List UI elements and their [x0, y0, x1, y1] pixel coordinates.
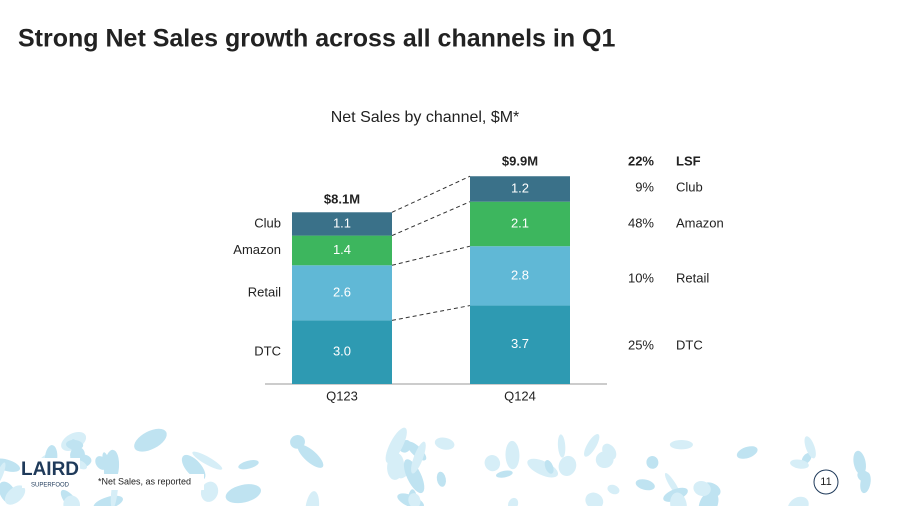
leaf — [853, 450, 866, 475]
growth-value: 10% — [628, 270, 654, 285]
series-label: Amazon — [233, 242, 281, 257]
leaf — [411, 441, 426, 474]
leaf — [297, 444, 324, 468]
leaf — [93, 495, 123, 506]
leaf — [693, 480, 711, 497]
leaf — [860, 472, 871, 494]
leaf — [698, 491, 719, 506]
series-label: DTC — [254, 344, 281, 359]
bar-segment — [470, 201, 570, 247]
logo-bg — [22, 458, 80, 488]
leaf — [585, 492, 604, 506]
logo: LAIRD — [21, 459, 79, 480]
leaf — [134, 428, 167, 452]
leaf — [496, 470, 513, 478]
chart-title: Net Sales by channel, $M* — [331, 109, 520, 126]
bar-segment — [292, 265, 392, 321]
growth-value: 9% — [635, 179, 654, 194]
leaf — [670, 492, 687, 506]
leaf — [557, 434, 566, 458]
connector — [391, 305, 471, 321]
leaf — [238, 460, 259, 470]
growth-label: LSF — [676, 153, 701, 168]
leaf — [4, 485, 26, 505]
data-label: 1.4 — [333, 242, 351, 257]
page-badge — [813, 469, 839, 495]
bar-segment — [470, 305, 570, 384]
bar-segment — [470, 246, 570, 306]
leaf — [505, 440, 520, 470]
leaf — [408, 493, 421, 506]
leaf — [736, 446, 758, 459]
bar-segment — [292, 212, 392, 236]
series-label: Club — [254, 215, 281, 230]
bar-segment — [292, 320, 392, 384]
footnote: *Net Sales, as reported — [98, 476, 191, 486]
leaf — [584, 434, 600, 457]
leaf — [181, 454, 206, 481]
x-tick-label: Q123 — [326, 388, 358, 403]
series-label: Retail — [248, 284, 281, 299]
leaf — [635, 479, 655, 491]
leaf — [602, 443, 617, 460]
data-label: 2.1 — [511, 215, 529, 230]
leaf — [558, 455, 577, 477]
leaf — [305, 491, 320, 506]
leaf — [436, 471, 446, 487]
growth-label: Retail — [676, 270, 709, 285]
connector — [391, 201, 471, 237]
leaf — [385, 427, 407, 463]
leaf — [790, 459, 809, 469]
leaf — [669, 439, 693, 450]
leaf — [527, 458, 559, 478]
data-label: 3.7 — [511, 336, 529, 351]
footnote-bg — [92, 474, 204, 490]
growth-value: 22% — [628, 153, 654, 168]
page-number: 11 — [820, 476, 831, 488]
connector — [391, 245, 471, 266]
leaf — [484, 455, 501, 472]
leaf — [225, 484, 261, 504]
leaf — [403, 459, 425, 494]
connector — [391, 175, 471, 213]
leaf — [508, 497, 519, 506]
logo-sub: SUPERFOOD — [31, 483, 70, 489]
leaf — [607, 484, 620, 495]
leaf — [787, 496, 809, 506]
growth-label: DTC — [676, 337, 703, 352]
leaf — [434, 437, 455, 450]
bar-segment — [292, 235, 392, 266]
total-label: $9.9M — [502, 154, 538, 169]
leaf — [95, 456, 108, 470]
growth-label: Amazon — [676, 215, 724, 230]
leaf-decoration — [0, 427, 871, 506]
data-label: 1.2 — [511, 180, 529, 195]
total-label: $8.1M — [324, 192, 360, 207]
growth-value: 25% — [628, 337, 654, 352]
data-label: 3.0 — [333, 344, 351, 359]
growth-label: Club — [676, 179, 703, 194]
growth-value: 48% — [628, 215, 654, 230]
leaf — [646, 456, 659, 469]
leaf — [804, 436, 816, 459]
data-label: 1.1 — [333, 215, 351, 230]
x-tick-label: Q124 — [504, 388, 536, 403]
leaf — [0, 458, 21, 472]
bar-segment — [470, 176, 570, 202]
leaf — [0, 462, 6, 486]
data-label: 2.8 — [511, 267, 529, 282]
leaf — [192, 451, 223, 470]
data-label: 2.6 — [333, 284, 351, 299]
leaf — [200, 481, 219, 502]
leaf — [63, 495, 80, 506]
slide-title: Strong Net Sales growth across all chann… — [18, 25, 615, 53]
leaf — [544, 460, 554, 474]
